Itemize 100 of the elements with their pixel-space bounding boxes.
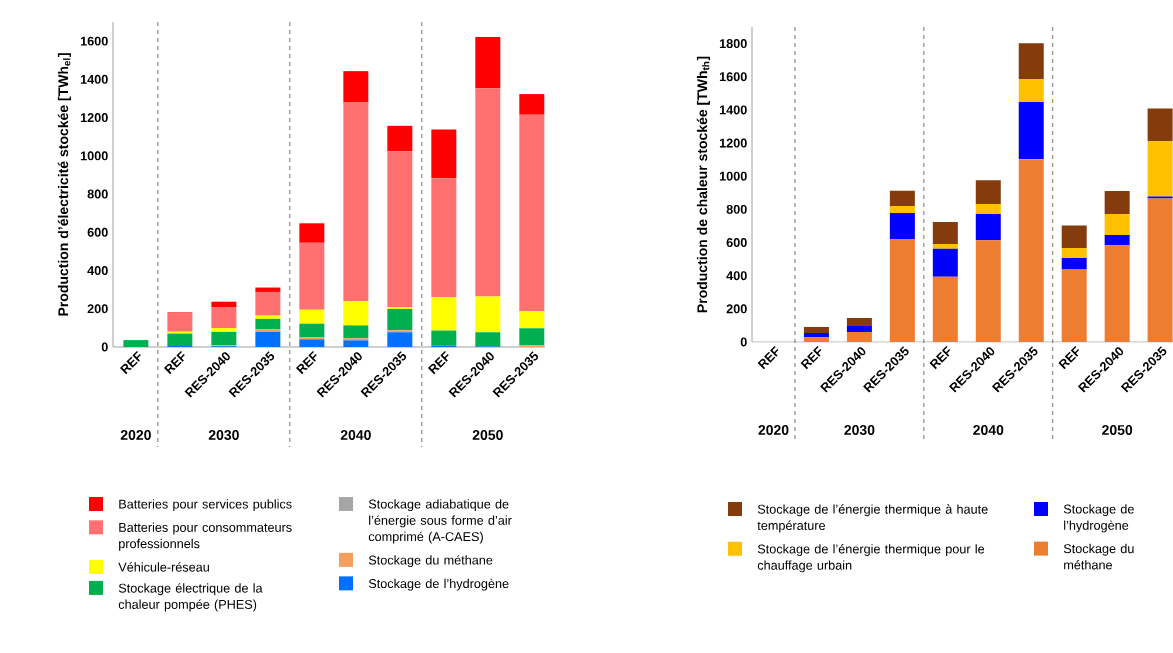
bar (255, 329, 281, 332)
y-tick-label: 1400 (719, 105, 747, 115)
bar (387, 332, 413, 347)
y-axis-title: Production d’électricité stockée [TWh$_{el}$] (57, 53, 71, 316)
legend-label: Stockage de l’énergie thermique pour le chauffage urbain (757, 544, 985, 573)
bar (387, 125, 413, 152)
y-tick-label: 1600 (80, 36, 108, 46)
bar (1104, 234, 1130, 246)
y-tick-label: 800 (87, 189, 108, 199)
bar (1104, 245, 1130, 342)
bar (299, 339, 325, 347)
bar (299, 337, 325, 340)
bar (519, 94, 545, 115)
y-tick-label: 0 (740, 337, 747, 347)
bar (299, 223, 325, 243)
bar (387, 151, 413, 308)
bar (1061, 225, 1087, 248)
bar (975, 203, 1001, 215)
bar (431, 178, 457, 298)
text: 2040 (973, 425, 1004, 435)
y-tick-label: 1600 (719, 72, 747, 82)
bar (343, 301, 369, 326)
bar (255, 315, 281, 319)
legend-label: Stockage électrique de la chaleur pompée (PHES) (118, 583, 263, 612)
text: 2040 (340, 430, 371, 440)
bar (1147, 108, 1173, 142)
bar (1061, 257, 1087, 270)
bar (803, 333, 829, 338)
y-tick-label: 400 (726, 271, 747, 281)
y-tick-label: 1400 (80, 74, 108, 84)
y-axis-title: Production de chaleur stockée [TWh$_{th}$] (696, 56, 710, 313)
bar (475, 332, 501, 347)
bar (889, 213, 915, 240)
bar (519, 328, 545, 346)
bar (431, 330, 457, 346)
bar (475, 37, 501, 89)
bar (1018, 43, 1044, 79)
legend-label: Stockage du méthane (1063, 543, 1134, 570)
y-tick-label: 1800 (719, 39, 747, 49)
bar (1061, 269, 1087, 342)
bar (211, 307, 237, 329)
y-tick-label: 800 (726, 204, 747, 214)
bar (932, 248, 958, 277)
bar (343, 102, 369, 302)
bar (475, 88, 501, 297)
text: 2020 (120, 430, 151, 440)
y-tick-label: 400 (87, 266, 108, 276)
text: 2020 (758, 425, 789, 435)
bar (1147, 198, 1173, 342)
bar (255, 331, 281, 347)
bar (803, 326, 829, 334)
bar (299, 323, 325, 338)
bar (167, 333, 193, 347)
legend-label: Stockage de l’hydrogène (1063, 504, 1134, 533)
y-tick-label: 200 (726, 304, 747, 314)
bar (846, 317, 872, 326)
legend-label: Stockage adiabatique de l’énergie sous forme d’air comprimé (A-CAES) (368, 499, 512, 544)
bar (519, 311, 545, 329)
y-tick-label: 0 (101, 342, 108, 352)
bar (255, 318, 281, 330)
bar (211, 331, 237, 346)
y-tick-label: 600 (726, 238, 747, 248)
bar (889, 239, 915, 342)
text: 2030 (208, 430, 239, 440)
legend-label: Batteries pour consommateurs professionnels (119, 522, 292, 551)
legend-label: Stockage de l’hydrogène (368, 578, 509, 591)
bar (211, 301, 237, 308)
bar (1018, 101, 1044, 160)
bar (1061, 247, 1087, 258)
bar (211, 328, 237, 332)
bar (1147, 141, 1173, 197)
bar (255, 287, 281, 292)
text: 2050 (1102, 425, 1133, 435)
bar (343, 71, 369, 103)
bar (123, 340, 149, 347)
y-tick-label: 1200 (80, 113, 108, 123)
bar (519, 114, 545, 312)
bar (167, 313, 193, 332)
bar (975, 180, 1001, 204)
bar (975, 240, 1001, 342)
bar (1104, 190, 1130, 215)
bar (846, 325, 872, 333)
bar (431, 297, 457, 331)
y-tick-label: 1200 (719, 138, 747, 148)
legend-label: Stockage du méthane (368, 555, 493, 568)
bar (846, 332, 872, 342)
bar (932, 244, 958, 249)
bar (975, 214, 1001, 241)
legend-label: Batteries pour services publics (119, 499, 292, 512)
bar (299, 309, 325, 324)
bar (1018, 78, 1044, 102)
bar (932, 276, 958, 342)
y-tick-label: 1000 (80, 151, 108, 161)
bar (803, 337, 829, 342)
bar (475, 296, 501, 333)
y-tick-label: 600 (87, 227, 108, 237)
bar (1018, 159, 1044, 342)
bar (299, 242, 325, 310)
bar (343, 325, 369, 339)
bar (889, 190, 915, 206)
